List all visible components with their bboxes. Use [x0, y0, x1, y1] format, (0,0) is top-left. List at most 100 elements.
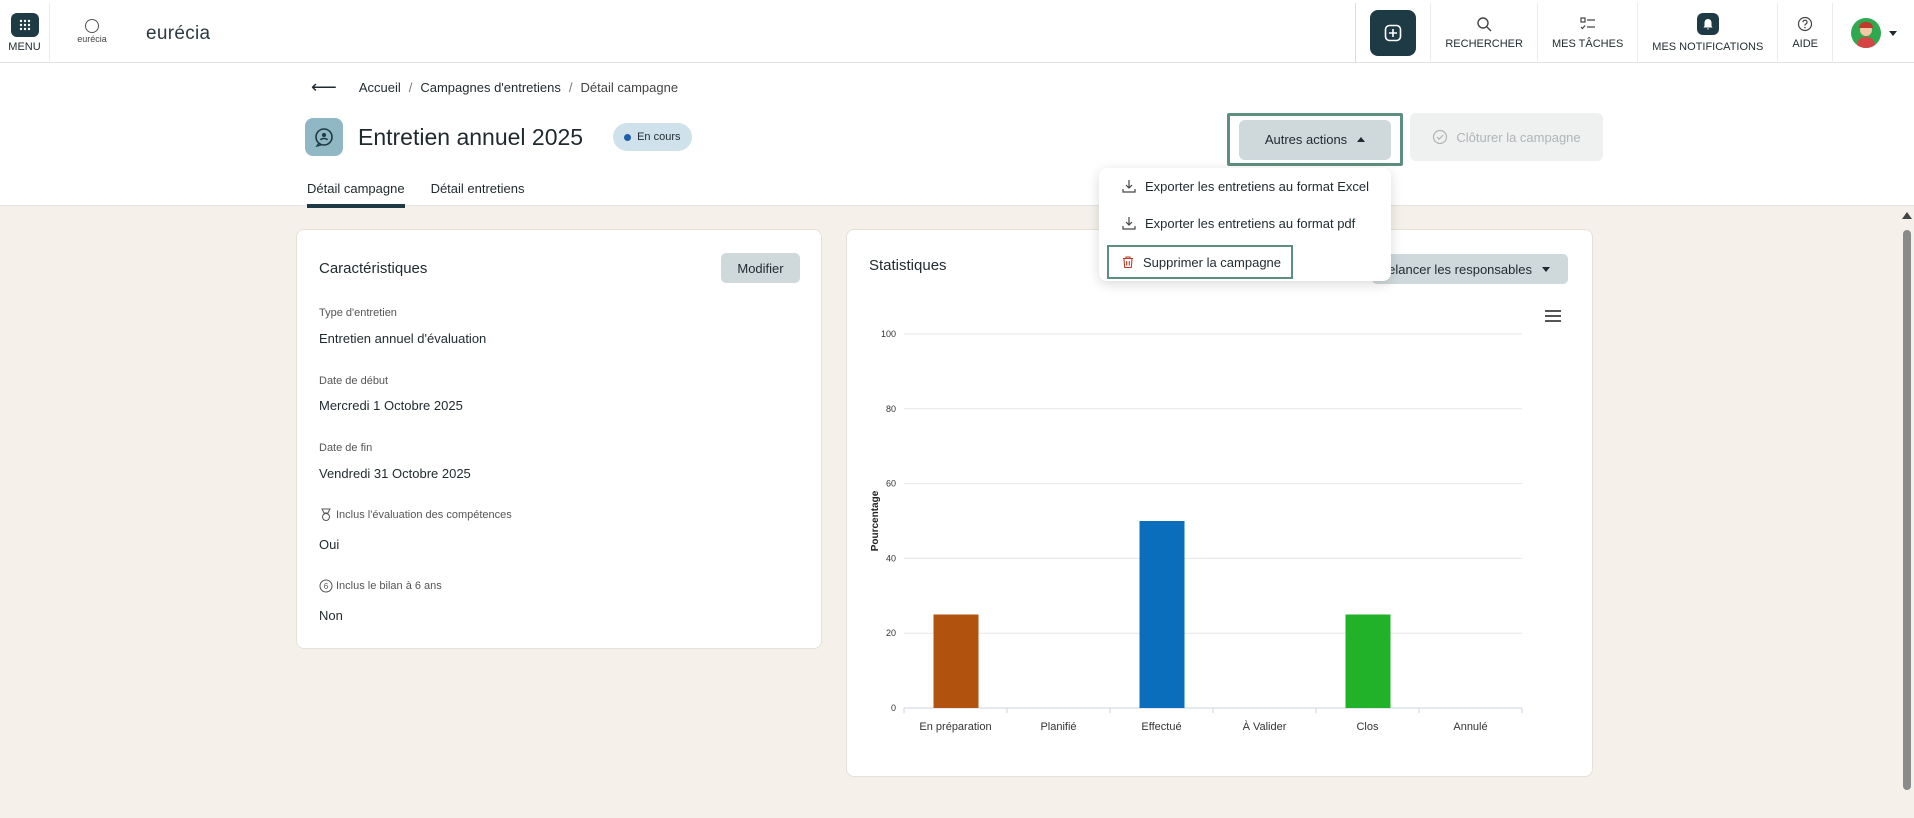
y-tick-label: 100 [881, 329, 896, 339]
svg-text:6: 6 [324, 582, 329, 591]
tabs: Détail campagne Détail entretiens [307, 181, 525, 208]
start-date-label-text: Date de début [319, 375, 389, 387]
y-tick-label: 0 [891, 703, 896, 713]
delete-campaign-item[interactable]: Supprimer la campagne [1107, 245, 1293, 279]
y-tick-label: 60 [886, 479, 896, 489]
bar-chart: 0 20 40 60 80 100 En préparation Planifié Effect… [870, 329, 1523, 733]
page-title: Entretien annuel 2025 [358, 123, 584, 150]
y-tick-label: 80 [886, 404, 896, 414]
page-header: ⟵ Accueil / Campagnes d'entretiens / Dét… [0, 63, 1914, 208]
chart-menu-icon[interactable] [1545, 310, 1561, 325]
nav-notifications[interactable]: MES NOTIFICATIONS [1637, 3, 1777, 63]
download-icon [1122, 180, 1136, 193]
nav-search-label: RECHERCHER [1445, 38, 1523, 50]
chevron-up-icon [1357, 137, 1366, 142]
remind-managers-label: Relancer les responsables [1378, 261, 1532, 277]
y-axis-label: Pourcentage [870, 490, 881, 551]
nav-tasks[interactable]: MES TÂCHES [1536, 3, 1637, 63]
other-actions-button[interactable]: Autres actions [1239, 119, 1391, 160]
remind-managers-button[interactable]: Relancer les responsables [1372, 254, 1568, 284]
avatar [1850, 18, 1881, 48]
scroll-up-arrow-icon[interactable] [1902, 212, 1912, 219]
tab-detail-interviews[interactable]: Détail entretiens [430, 181, 525, 196]
checklist-icon [1580, 17, 1595, 30]
nav-tasks-label: MES TÂCHES [1551, 38, 1624, 50]
logo-icon [85, 19, 99, 33]
x-tick-label: Annulé [1453, 721, 1487, 733]
end-date-label-text: Date de fin [319, 442, 373, 454]
type-label-text: Type d'entretien [319, 307, 397, 319]
end-date-label: Date de fin [319, 442, 372, 454]
medal-icon [321, 508, 331, 521]
breadcrumb-separator: / [568, 80, 573, 95]
review6-value: Non [319, 608, 343, 623]
review6-label-text: Inclus le bilan à 6 ans [336, 580, 442, 592]
edit-button[interactable]: Modifier [721, 253, 800, 283]
nav-search[interactable]: RECHERCHER [1430, 3, 1537, 63]
back-arrow-icon[interactable]: ⟵ [311, 77, 337, 97]
y-tick-label: 20 [886, 628, 896, 638]
export-pdf-label: Exporter les entretiens au format pdf [1145, 215, 1356, 231]
download-icon [1122, 217, 1136, 230]
status-badge: En cours [613, 123, 692, 151]
plus-icon [1385, 24, 1402, 42]
x-tick-label: Clos [1356, 721, 1379, 733]
start-date-value: Mercredi 1 Octobre 2025 [319, 398, 463, 413]
skills-label-text: Inclus l'évaluation des compétences [336, 509, 512, 521]
end-date-value: Vendredi 31 Octobre 2025 [319, 466, 471, 481]
close-campaign-button[interactable]: Clôturer la campagne [1410, 113, 1603, 161]
menu-label: MENU [8, 41, 41, 53]
grid-icon [10, 13, 39, 37]
close-campaign-label: Clôturer la campagne [1456, 129, 1581, 145]
y-tick-label: 40 [886, 553, 896, 563]
x-tick-label: À Valider [1243, 720, 1287, 733]
type-label: Type d'entretien [319, 307, 397, 319]
export-excel-item[interactable]: Exporter les entretiens au format Excel [1121, 178, 1369, 194]
x-tick-label: Planifié [1040, 721, 1076, 733]
user-menu[interactable] [1832, 3, 1914, 63]
review6-label: 6 Inclus le bilan à 6 ans [319, 579, 442, 593]
trash-icon [1123, 256, 1133, 269]
add-button[interactable] [1370, 10, 1417, 56]
bar [1139, 521, 1185, 708]
statistics-card: Statistiques Relancer les responsables 0… [846, 229, 1593, 777]
delete-campaign-label: Supprimer la campagne [1143, 254, 1282, 270]
brand-name: eurécia [146, 23, 211, 44]
title-row: Entretien annuel 2025 En cours [305, 118, 692, 156]
x-tick-label: En préparation [919, 721, 991, 733]
tab-detail-campaign[interactable]: Détail campagne [307, 181, 405, 208]
chevron-down-icon [1542, 266, 1550, 272]
skills-label: Inclus l'évaluation des compétences [319, 508, 512, 522]
export-pdf-item[interactable]: Exporter les entretiens au format pdf [1121, 215, 1355, 231]
nav-help-label: AIDE [1792, 38, 1818, 50]
page-scrollbar[interactable] [1900, 206, 1914, 818]
company-logo[interactable]: eurécia [72, 19, 112, 49]
start-date-label: Date de début [319, 375, 388, 387]
breadcrumb-campaigns[interactable]: Campagnes d'entretiens [420, 80, 561, 95]
bell-icon [1696, 13, 1719, 35]
other-actions-highlight: Autres actions [1227, 113, 1403, 166]
nav-help[interactable]: AIDE [1777, 3, 1832, 63]
top-nav: RECHERCHER MES TÂCHES MES NOTIFICATIONS … [1355, 3, 1914, 63]
breadcrumb-home[interactable]: Accueil [358, 80, 401, 95]
scroll-thumb[interactable] [1903, 230, 1911, 790]
logo-text: eurécia [77, 34, 107, 44]
status-dot [624, 133, 632, 141]
characteristics-title: Caractéristiques [319, 260, 428, 277]
check-circle-icon [1433, 129, 1448, 145]
breadcrumb-current: Détail campagne [580, 80, 679, 95]
nav-notifications-label: MES NOTIFICATIONS [1652, 41, 1764, 53]
bar [1345, 614, 1391, 708]
breadcrumb-separator: / [408, 80, 413, 95]
statistics-title: Statistiques [869, 257, 947, 274]
add-cell [1355, 3, 1430, 63]
bar [933, 614, 979, 708]
help-icon [1798, 16, 1813, 32]
campaign-icon [305, 118, 343, 156]
other-actions-dropdown: Exporter les entretiens au format Excel … [1099, 168, 1391, 281]
top-bar: MENU eurécia eurécia RECHERCHER [0, 0, 1914, 63]
menu-button[interactable]: MENU [0, 3, 50, 63]
other-actions-label: Autres actions [1264, 132, 1348, 147]
skills-value: Oui [319, 537, 340, 552]
search-icon [1477, 17, 1492, 32]
